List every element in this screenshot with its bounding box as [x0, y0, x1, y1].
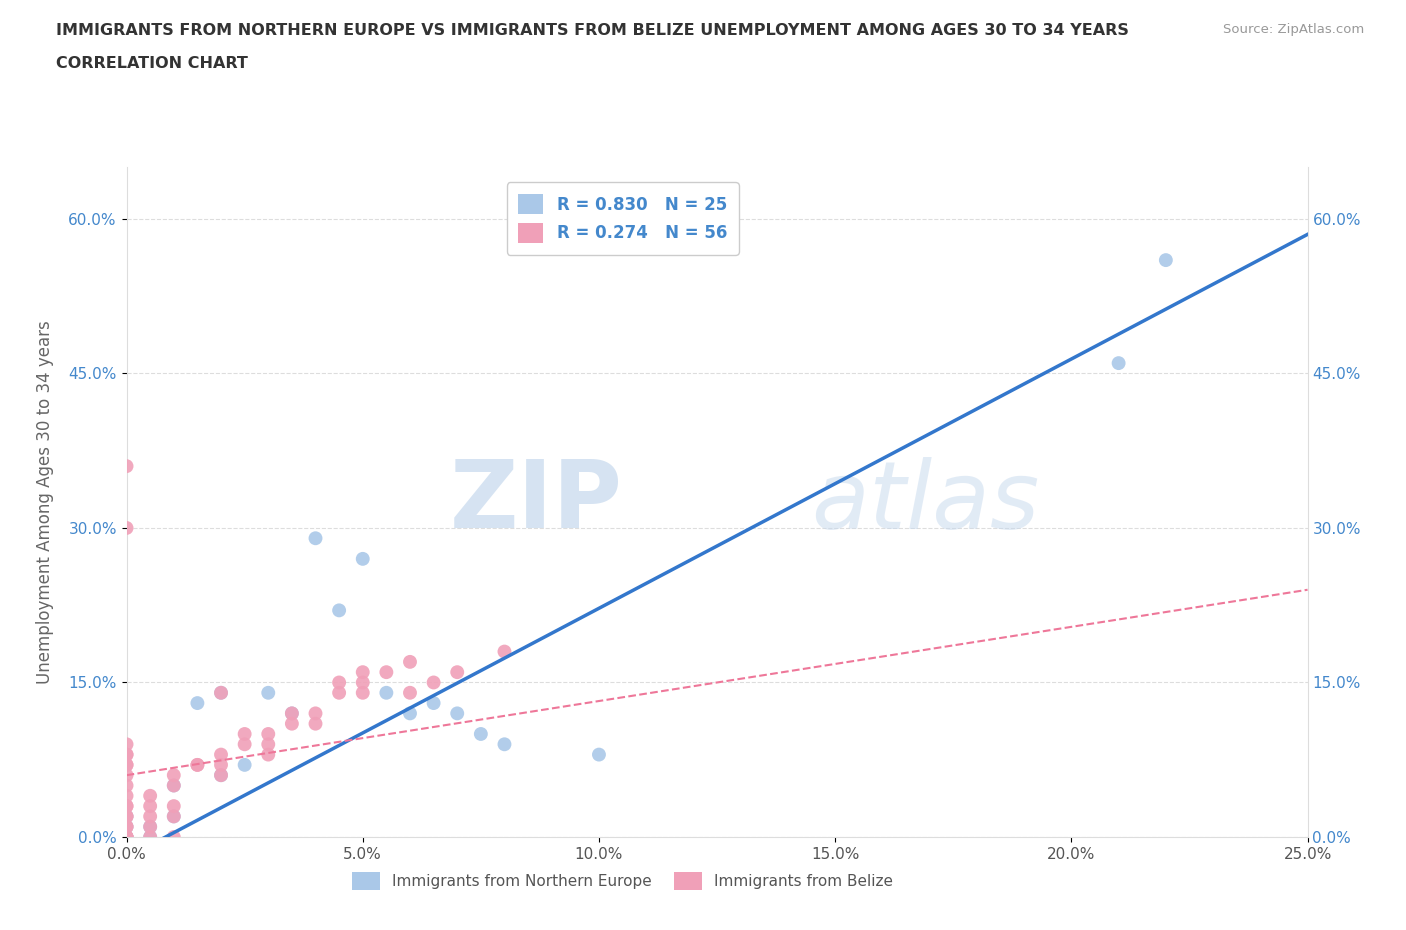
Point — [139, 819, 162, 834]
Point — [115, 830, 138, 844]
Point — [115, 809, 138, 824]
Point — [352, 665, 374, 680]
Text: atlas: atlas — [811, 457, 1040, 548]
Point — [209, 685, 232, 700]
Point — [163, 778, 186, 793]
Point — [281, 716, 304, 731]
Point — [281, 706, 304, 721]
Point — [257, 726, 280, 741]
Point — [115, 819, 138, 834]
Text: ZIP: ZIP — [450, 457, 623, 548]
Point — [186, 696, 208, 711]
Point — [115, 830, 138, 844]
Point — [163, 809, 186, 824]
Point — [352, 685, 374, 700]
Point — [257, 747, 280, 762]
Point — [115, 789, 138, 804]
Point — [233, 757, 256, 772]
Point — [115, 458, 138, 473]
Point — [446, 706, 468, 721]
Point — [115, 830, 138, 844]
Point — [304, 706, 326, 721]
Point — [257, 685, 280, 700]
Point — [352, 675, 374, 690]
Point — [115, 737, 138, 751]
Point — [115, 757, 138, 772]
Point — [470, 726, 492, 741]
Point — [422, 675, 444, 690]
Point — [115, 757, 138, 772]
Point — [494, 644, 516, 659]
Point — [115, 768, 138, 783]
Point — [375, 665, 398, 680]
Point — [115, 819, 138, 834]
Point — [115, 809, 138, 824]
Point — [139, 830, 162, 844]
Point — [281, 706, 304, 721]
Point — [304, 716, 326, 731]
Point — [186, 757, 208, 772]
Point — [399, 655, 422, 670]
Point — [494, 737, 516, 751]
Text: IMMIGRANTS FROM NORTHERN EUROPE VS IMMIGRANTS FROM BELIZE UNEMPLOYMENT AMONG AGE: IMMIGRANTS FROM NORTHERN EUROPE VS IMMIG… — [56, 23, 1129, 38]
Point — [209, 757, 232, 772]
Point — [186, 757, 208, 772]
Point — [257, 737, 280, 751]
Point — [163, 799, 186, 814]
Point — [139, 819, 162, 834]
Point — [209, 685, 232, 700]
Point — [209, 768, 232, 783]
Point — [1108, 355, 1130, 370]
Point — [328, 675, 350, 690]
Point — [115, 830, 138, 844]
Point — [209, 747, 232, 762]
Y-axis label: Unemployment Among Ages 30 to 34 years: Unemployment Among Ages 30 to 34 years — [37, 320, 55, 684]
Point — [399, 685, 422, 700]
Point — [422, 696, 444, 711]
Point — [115, 747, 138, 762]
Point — [115, 809, 138, 824]
Point — [328, 685, 350, 700]
Point — [375, 685, 398, 700]
Point — [115, 799, 138, 814]
Point — [352, 551, 374, 566]
Point — [399, 706, 422, 721]
Point — [139, 789, 162, 804]
Point — [1154, 253, 1177, 268]
Point — [328, 603, 350, 618]
Point — [163, 768, 186, 783]
Point — [588, 747, 610, 762]
Point — [163, 778, 186, 793]
Point — [139, 830, 162, 844]
Text: CORRELATION CHART: CORRELATION CHART — [56, 56, 247, 71]
Point — [139, 799, 162, 814]
Point — [446, 665, 468, 680]
Point — [163, 830, 186, 844]
Legend: Immigrants from Northern Europe, Immigrants from Belize: Immigrants from Northern Europe, Immigra… — [346, 866, 900, 897]
Point — [233, 737, 256, 751]
Point — [163, 809, 186, 824]
Point — [115, 747, 138, 762]
Point — [139, 809, 162, 824]
Text: Source: ZipAtlas.com: Source: ZipAtlas.com — [1223, 23, 1364, 36]
Point — [115, 521, 138, 536]
Point — [115, 819, 138, 834]
Point — [115, 830, 138, 844]
Point — [115, 799, 138, 814]
Point — [233, 726, 256, 741]
Point — [115, 778, 138, 793]
Point — [209, 768, 232, 783]
Point — [304, 531, 326, 546]
